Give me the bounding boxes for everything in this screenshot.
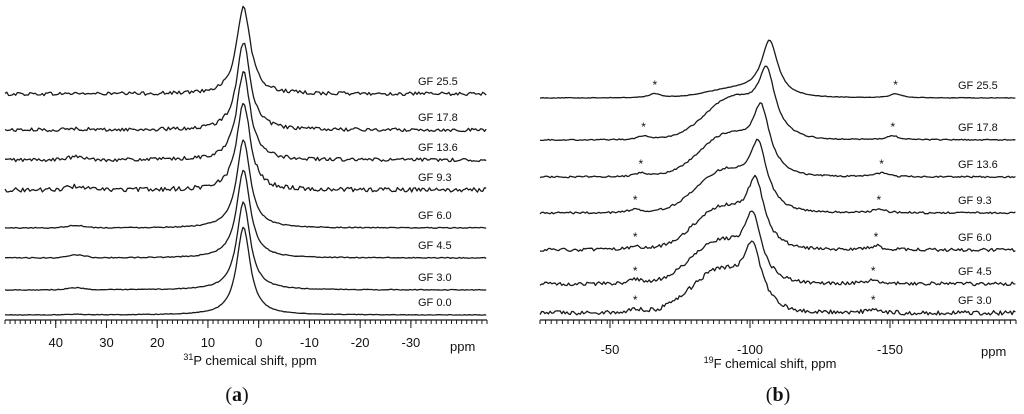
panel-a-unit-label: ppm <box>450 339 475 354</box>
sideband-marker: * <box>633 293 638 307</box>
sample-label: GF 4.5 <box>958 266 992 278</box>
sample-label: GF 6.0 <box>958 232 992 244</box>
sample-label: GF 13.6 <box>958 159 998 171</box>
sample-label: GF 9.3 <box>418 172 452 184</box>
sideband-marker: * <box>876 193 881 207</box>
sideband-marker: * <box>633 230 638 244</box>
sample-label: GF 3.0 <box>958 295 992 307</box>
panel-b-minor-ticks <box>539 320 1017 324</box>
sample-label: GF 17.8 <box>418 112 458 124</box>
tick-label: 30 <box>99 335 113 350</box>
panel-b-label: (b) <box>766 384 790 406</box>
spectrum-trace <box>4 169 487 260</box>
panel-a-x-axis-title: 31P chemical shift, ppm <box>183 352 316 368</box>
panel-b-ticks: -50 -100 -150 <box>601 320 903 357</box>
spectrum-trace <box>4 5 487 97</box>
spectrum-trace <box>539 210 1016 287</box>
panel-b-traces <box>539 39 1016 316</box>
panel-a-label-letter: a <box>232 384 242 406</box>
sideband-marker: * <box>641 120 646 134</box>
sideband-marker: * <box>633 264 638 278</box>
panel-a: GF 25.5 GF 17.8 GF 13.6 GF 9.3 GF 6.0 GF 4.5 G… <box>4 5 488 406</box>
spectrum-trace <box>4 71 487 163</box>
panel-a-traces <box>4 5 487 316</box>
spectrum-trace <box>540 65 1016 142</box>
spectrum-trace <box>539 240 1016 316</box>
sample-label: GF 3.0 <box>418 272 452 284</box>
panel-b-x-axis-title: 19F chemical shift, ppm <box>704 355 837 371</box>
panel-b-label-letter: b <box>772 384 783 406</box>
panel-a-sample-labels: GF 25.5 GF 17.8 GF 13.6 GF 9.3 GF 6.0 GF 4.5 G… <box>418 76 458 309</box>
tick-label: -20 <box>351 335 370 350</box>
sample-label: GF 6.0 <box>418 210 452 222</box>
spectrum-trace <box>4 201 487 291</box>
sample-label: GF 25.5 <box>958 80 998 92</box>
tick-label: -30 <box>401 335 420 350</box>
sideband-marker: * <box>638 157 643 171</box>
sideband-marker: * <box>652 78 657 92</box>
sample-label: GF 25.5 <box>418 76 458 88</box>
tick-label: 40 <box>49 335 63 350</box>
spectrum-trace <box>4 139 487 229</box>
panel-a-ticks: 40 30 20 10 0 -10 -20 -30 <box>49 320 420 350</box>
panel-b: GF 25.5 GF 17.8 GF 13.6 GF 9.3 GF 6.0 GF 4.5 G… <box>539 39 1017 406</box>
panel-b-axis-title-text: F chemical shift, ppm <box>714 356 837 371</box>
panel-b-nucleus-superscript: 19 <box>704 355 714 365</box>
spectrum-trace <box>4 102 487 193</box>
tick-label: 20 <box>150 335 164 350</box>
sideband-marker: * <box>633 193 638 207</box>
spectrum-trace <box>539 138 1016 215</box>
tick-label: 10 <box>201 335 215 350</box>
panel-b-sample-labels: GF 25.5 GF 17.8 GF 13.6 GF 9.3 GF 6.0 GF 4.5 G… <box>958 80 998 307</box>
sample-label: GF 13.6 <box>418 142 458 154</box>
tick-label: -50 <box>601 342 620 357</box>
sideband-marker: * <box>874 230 879 244</box>
spectrum-trace <box>539 39 1016 99</box>
panel-a-label: (a) <box>225 384 248 406</box>
sideband-marker: * <box>871 264 876 278</box>
spectrum-trace <box>539 102 1016 179</box>
spectrum-trace <box>4 226 487 316</box>
panel-b-unit-label: ppm <box>981 344 1006 359</box>
sideband-marker: * <box>893 78 898 92</box>
sideband-marker: * <box>871 293 876 307</box>
tick-label: -100 <box>737 342 763 357</box>
sample-label: GF 9.3 <box>958 195 992 207</box>
panel-a-axis-title-text: P chemical shift, ppm <box>193 353 316 368</box>
sideband-marker: * <box>879 157 884 171</box>
sideband-marker: * <box>890 120 895 134</box>
panel-b-sidebands: * * * * * * * * * * * * * * <box>633 78 898 307</box>
sample-label: GF 0.0 <box>418 297 452 309</box>
tick-label: 0 <box>255 335 262 350</box>
spectrum-trace <box>4 42 487 133</box>
sample-label: GF 17.8 <box>958 122 998 134</box>
panel-a-nucleus-superscript: 31 <box>183 352 193 362</box>
tick-label: -150 <box>877 342 903 357</box>
spectrum-trace <box>539 174 1016 253</box>
sample-label: GF 4.5 <box>418 240 452 252</box>
tick-label: -10 <box>300 335 319 350</box>
